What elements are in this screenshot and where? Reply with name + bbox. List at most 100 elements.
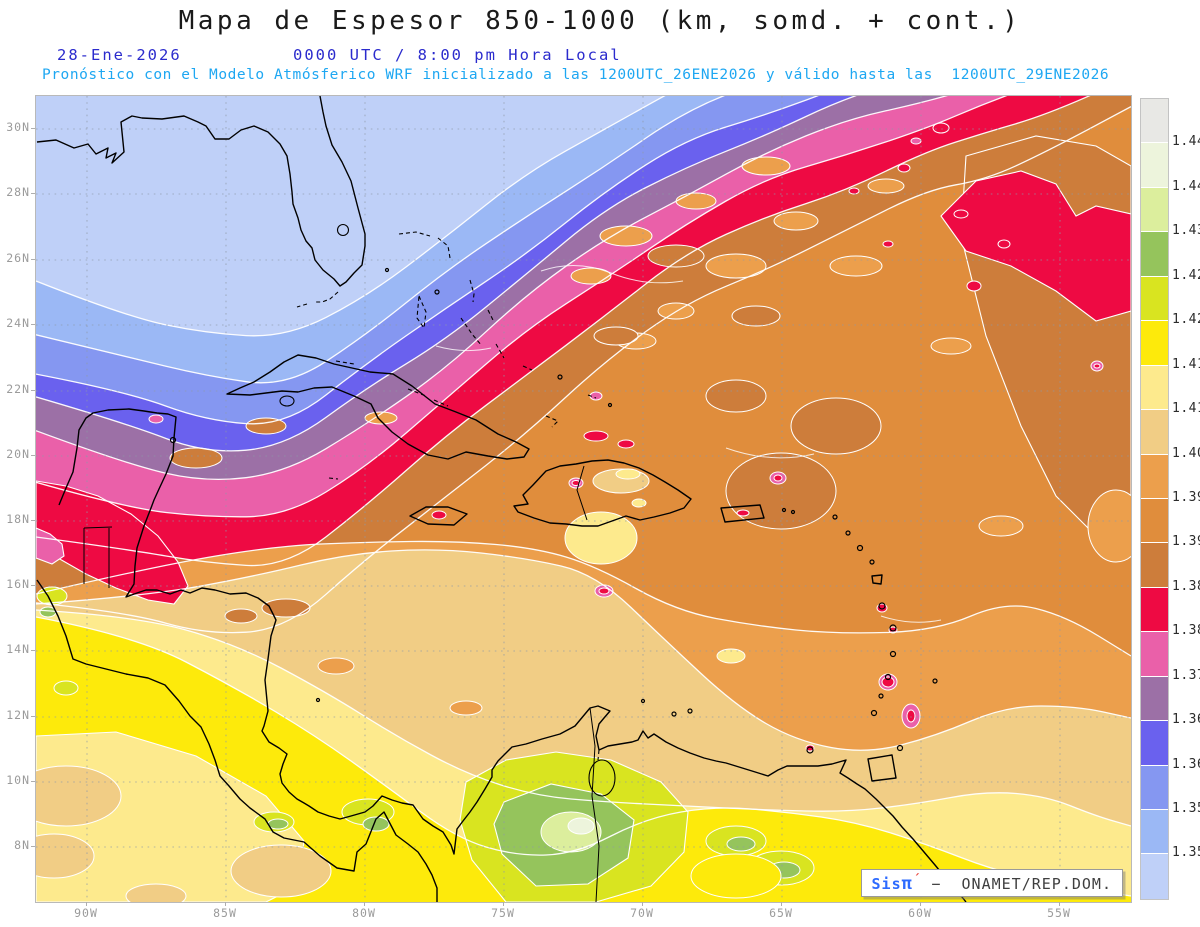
- island-dot: [845, 530, 851, 536]
- colorbar-label: 1.362: [1172, 756, 1200, 772]
- contour-blob: [615, 468, 641, 480]
- colorbar-segment-5: [1141, 321, 1168, 366]
- colorbar-label: 1.422: [1172, 312, 1200, 328]
- colorbar-legend: [1140, 98, 1169, 900]
- contour-line: [36, 96, 948, 481]
- lat-tick: [31, 193, 35, 194]
- island-dot: [790, 509, 796, 515]
- west-pink-wedge: [36, 527, 65, 565]
- colorbar-segment-16: [1141, 810, 1168, 855]
- island-dot: [832, 514, 838, 520]
- lon-tick: [503, 902, 504, 906]
- colorbar-segment-15: [1141, 765, 1168, 810]
- island-dot: [889, 650, 897, 658]
- colorbar-segment-4: [1141, 276, 1168, 322]
- coast-trinidad: [867, 754, 897, 782]
- colorbar-label: 1.368: [1172, 712, 1200, 728]
- lon-label-80W: 80W: [352, 906, 376, 920]
- coast-florida-keys: [296, 291, 339, 308]
- island-dot: [384, 267, 390, 273]
- island-dot: [884, 673, 892, 681]
- contour-blob: [148, 414, 164, 424]
- island-dot: [557, 374, 563, 380]
- contour-blob: [599, 225, 653, 247]
- colorbar-segment-17: [1141, 854, 1168, 899]
- coast-gulf-florida: [36, 96, 366, 287]
- contour-blob: [317, 657, 355, 675]
- coast-cuba-cays: [335, 360, 449, 407]
- lat-tick: [31, 520, 35, 521]
- colorbar-label: 1.41: [1172, 401, 1200, 417]
- contour-blob: [617, 439, 635, 449]
- colorbar-segment-2: [1141, 187, 1168, 233]
- contour-blob: [867, 178, 905, 194]
- contour-blob: [690, 853, 782, 899]
- colorbar-label: 1.392: [1172, 534, 1200, 550]
- lat-label-18N: 18N: [6, 512, 30, 526]
- island-dot: [434, 289, 440, 295]
- contour-blob: [773, 211, 819, 231]
- lat-label-28N: 28N: [6, 185, 30, 199]
- lat-tick: [31, 324, 35, 325]
- contour-squiggle: [880, 615, 942, 623]
- contour-line: [36, 96, 726, 384]
- contour-blob: [583, 430, 609, 442]
- lon-tick: [920, 902, 921, 906]
- political-borders: [83, 526, 600, 902]
- datetime-line: 28-Ene-2026 0000 UTC / 8:00 pm Hora Loca…: [0, 46, 1200, 118]
- contour-blob: [906, 709, 916, 723]
- contour-blob: [570, 267, 612, 285]
- contour-blob: [224, 608, 258, 624]
- island-dot: [607, 402, 613, 408]
- colorbar-label: 1.446: [1172, 134, 1200, 150]
- colorbar-label: 1.44: [1172, 178, 1200, 194]
- coast-bahamas-small-islands: [328, 231, 600, 761]
- colorbar-segment-8: [1141, 454, 1168, 499]
- contour-map: [36, 96, 1131, 902]
- contour-blob: [431, 510, 447, 520]
- lat-tick: [31, 259, 35, 260]
- contour-blob: [741, 156, 791, 176]
- contour-blob: [564, 511, 638, 565]
- attribution-dash: −: [921, 875, 962, 893]
- contour-blob: [881, 676, 895, 688]
- island-dot: [781, 507, 787, 513]
- contour-line: [36, 96, 1091, 567]
- forecast-note: Pronóstico con el Modelo Atmósferico WRF…: [42, 67, 1110, 83]
- contour-blob: [593, 326, 639, 346]
- contour-blob: [230, 844, 332, 898]
- contour-blob: [125, 883, 187, 902]
- contour-blob: [829, 255, 883, 277]
- contour-blob: [169, 447, 223, 469]
- south-band-3: [36, 617, 1131, 902]
- colorbar-label: 1.356: [1172, 801, 1200, 817]
- attribution-box: Sisπ´ − ONAMET/REP.DOM.: [860, 869, 1123, 897]
- lon-label-85W: 85W: [213, 906, 237, 920]
- lat-tick: [31, 128, 35, 129]
- contour-blob: [725, 452, 837, 530]
- contour-blob: [978, 515, 1024, 537]
- lon-label-65W: 65W: [769, 906, 793, 920]
- colorbar-segment-7: [1141, 410, 1168, 455]
- contour-blob: [805, 744, 815, 752]
- colorbar-segment-14: [1141, 721, 1168, 766]
- contour-blob: [598, 587, 610, 595]
- contour-squiggle: [435, 345, 492, 352]
- contour-blob: [790, 397, 882, 455]
- map-canvas: Sisπ´ − ONAMET/REP.DOM.: [35, 95, 1132, 903]
- lat-label-10N: 10N: [6, 773, 30, 787]
- contour-blob: [966, 280, 982, 292]
- island-dot: [640, 698, 646, 704]
- contour-blob: [362, 816, 390, 832]
- island-dot: [856, 544, 864, 552]
- lake-okeechobee: [336, 223, 350, 237]
- lon-label-55W: 55W: [1047, 906, 1071, 920]
- lat-label-16N: 16N: [6, 577, 30, 591]
- lat-label-8N: 8N: [14, 838, 30, 852]
- island-dot: [687, 708, 693, 714]
- lon-tick: [86, 902, 87, 906]
- lat-tick: [31, 585, 35, 586]
- coast-hispaniola: [513, 459, 692, 527]
- colorbar-label: 1.428: [1172, 267, 1200, 283]
- island-dot: [878, 602, 886, 610]
